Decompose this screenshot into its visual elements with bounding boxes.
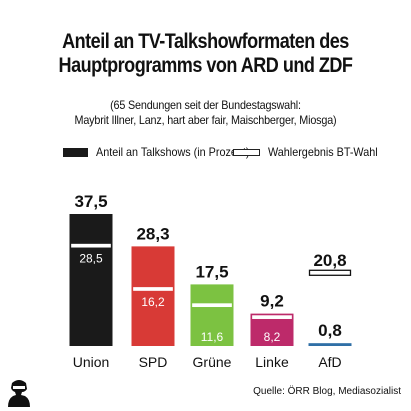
legend-item-election: Wahlergebnis BT-Wahl xyxy=(233,145,390,159)
bar-talkshow-spd xyxy=(131,246,175,346)
value-label-election-grne: 11,6 xyxy=(201,330,224,344)
chart-title: Anteil an TV-Talkshowformaten des Hauptp… xyxy=(29,30,382,78)
marker-election-spd xyxy=(131,285,175,293)
value-label-talkshow-grne: 17,5 xyxy=(195,262,228,281)
legend-label-talkshows: Anteil an Talkshows (in Prozent) xyxy=(96,145,250,159)
legend-item-talkshows: Anteil an Talkshows (in Prozent) xyxy=(63,145,267,159)
value-label-election-union: 28,5 xyxy=(79,252,103,266)
value-label-talkshow-afd: 0,8 xyxy=(318,321,342,340)
category-label-union: Union xyxy=(73,354,110,370)
chart-title-line-2: Hauptprogramms von ARD und ZDF xyxy=(58,54,353,77)
legend-swatch-outline-bar xyxy=(233,148,260,156)
chart-legend: Anteil an Talkshows (in Prozent) Wahlerg… xyxy=(0,145,411,161)
value-label-talkshow-union: 37,5 xyxy=(74,192,107,211)
marker-election-union xyxy=(69,242,113,249)
category-label-linke: Linke xyxy=(255,354,289,370)
marker-election-linke xyxy=(250,313,294,321)
value-label-election-linke: 8,2 xyxy=(264,330,281,344)
chart-subtitle: (65 Sendungen seit der Bundestagswahl: M… xyxy=(21,98,391,128)
legend-label-election: Wahlergebnis BT-Wahl xyxy=(268,145,378,159)
legend-swatch-filled-bar xyxy=(63,147,88,157)
category-label-spd: SPD xyxy=(139,354,168,370)
chart-subtitle-line-2: Maybrit Illner, Lanz, hart aber fair, Ma… xyxy=(74,113,337,127)
silhouette-portrait-icon xyxy=(8,380,30,407)
marker-election-grne xyxy=(190,302,234,309)
category-label-grne: Grüne xyxy=(193,354,232,370)
bar-talkshow-union xyxy=(69,214,113,346)
chart-subtitle-line-1: (65 Sendungen seit der Bundestagswahl: xyxy=(110,98,301,112)
bar-talkshow-grne xyxy=(190,284,234,346)
marker-election-afd xyxy=(308,269,352,276)
value-label-talkshow-spd: 28,3 xyxy=(136,224,169,243)
source-note: Quelle: ÖRR Blog, Mediasozialist xyxy=(253,386,401,397)
category-label-afd: AfD xyxy=(318,354,341,370)
value-label-talkshow-linke: 9,2 xyxy=(260,292,284,311)
value-label-election-afd: 20,8 xyxy=(313,251,346,270)
value-label-election-spd: 16,2 xyxy=(141,295,165,309)
chart-title-line-1: Anteil an TV-Talkshowformaten des xyxy=(62,30,349,53)
bar-talkshow-afd xyxy=(308,343,352,346)
